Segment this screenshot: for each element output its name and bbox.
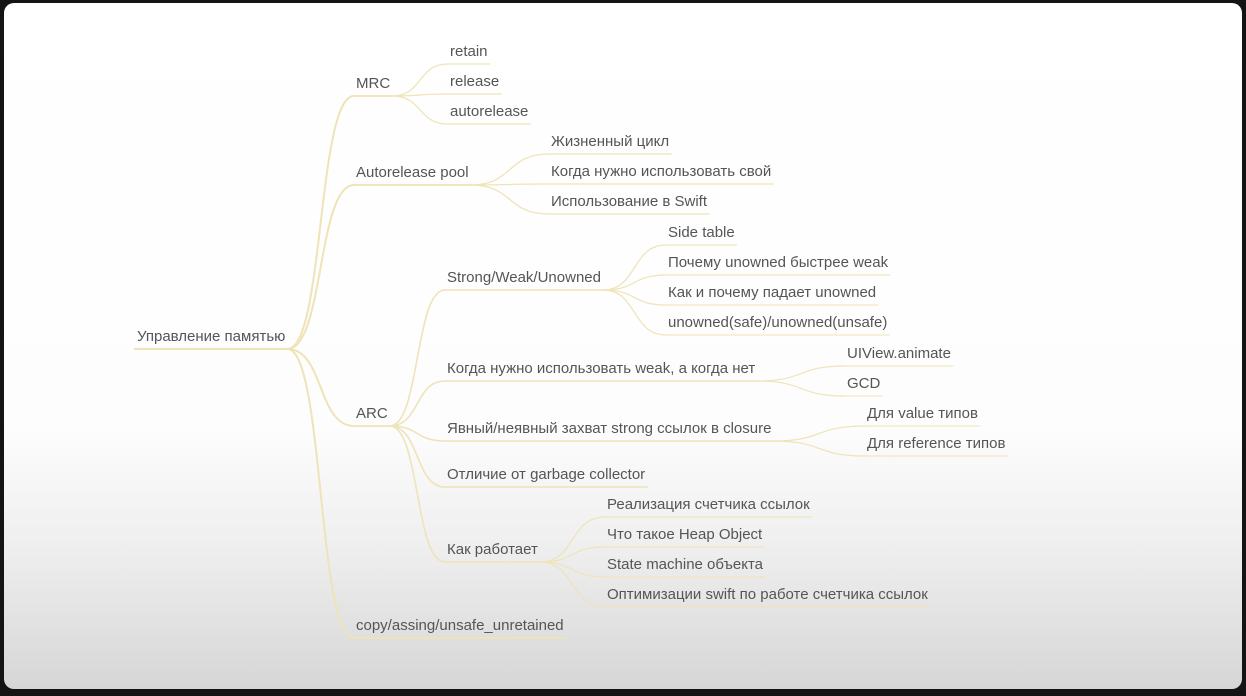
node-uiview-animate-link [756, 365, 846, 382]
node-heap-object-link [539, 546, 606, 563]
node-pool-in-swift: Использование в Swift [551, 193, 707, 210]
node-how-it-works-link [388, 425, 446, 563]
node-copy-assign-link [286, 348, 355, 639]
node-garbage-collector-link [388, 425, 446, 488]
node-closure-capture-link [388, 425, 446, 442]
node-retain: retain [450, 43, 488, 60]
node-arc: ARC [356, 405, 388, 422]
node-lifecycle-link [469, 153, 550, 186]
node-value-types-link [772, 425, 866, 442]
node-reference-types: Для reference типов [867, 435, 1006, 452]
node-unowned-safe-unsafe: unowned(safe)/unowned(unsafe) [668, 314, 888, 331]
node-mrc: MRC [356, 75, 391, 92]
node-arc-link [286, 348, 355, 427]
node-unowned-safe-unsafe-link [602, 289, 667, 336]
node-state-machine: State machine объекта [607, 556, 763, 573]
node-side-table-link [602, 244, 667, 291]
node-unowned-faster: Почему unowned быстрее weak [668, 254, 889, 271]
node-value-types: Для value типов [867, 405, 978, 422]
node-swift-optimizations-link [539, 561, 606, 608]
node-release: release [450, 73, 500, 90]
node-gcd-link [756, 380, 846, 397]
node-refcount-impl: Реализация счетчика ссылок [607, 496, 810, 513]
root-node: Управление памятью [137, 328, 286, 345]
node-unowned-crash-link [602, 289, 667, 306]
node-how-it-works: Как работает [447, 541, 538, 558]
node-when-weak: Когда нужно использовать weak, а когда н… [447, 360, 756, 377]
node-heap-object: Что такое Heap Object [607, 526, 763, 543]
node-autorelease-pool: Autorelease pool [356, 164, 469, 181]
node-when-weak-link [388, 380, 446, 427]
node-unowned-faster-link [602, 274, 667, 291]
node-side-table: Side table [668, 224, 735, 241]
node-unowned-crash: Как и почему падает unowned [668, 284, 877, 301]
mindmap-connectors [133, 63, 1008, 639]
node-strong-weak-unowned-link [388, 289, 446, 427]
node-refcount-impl-link [539, 516, 606, 563]
mindmap-slide: Управление памятью MRC retain release au… [4, 3, 1242, 689]
node-autorelease: autorelease [450, 103, 529, 120]
node-reference-types-link [772, 440, 866, 457]
node-autorelease-link [391, 95, 449, 125]
node-state-machine-link [539, 561, 606, 578]
node-garbage-collector: Отличие от garbage collector [447, 466, 646, 483]
node-release-link [391, 93, 449, 97]
node-when-own-pool: Когда нужно использовать свой [551, 163, 772, 180]
node-gcd: GCD [847, 375, 881, 392]
node-closure-capture: Явный/неявный захват strong ссылок в clo… [447, 420, 772, 437]
node-when-own-pool-link [469, 183, 550, 186]
node-copy-assign: copy/assing/unsafe_unretained [356, 617, 564, 634]
node-strong-weak-unowned: Strong/Weak/Unowned [447, 269, 601, 286]
node-uiview-animate: UIView.animate [847, 345, 951, 362]
node-pool-in-swift-link [469, 184, 550, 215]
node-lifecycle: Жизненный цикл [551, 133, 670, 150]
node-swift-optimizations: Оптимизации swift по работе счетчика ссы… [607, 586, 928, 603]
node-retain-link [391, 63, 449, 97]
node-autorelease-pool-link [286, 184, 355, 350]
node-mrc-link [286, 95, 355, 350]
